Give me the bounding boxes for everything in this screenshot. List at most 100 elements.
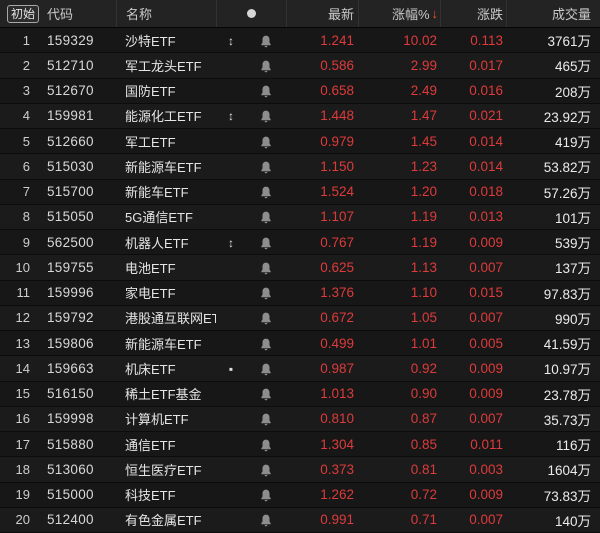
volume: 35.73万: [543, 412, 591, 428]
change-value: 0.011: [470, 436, 503, 452]
table-row[interactable]: 16 159998 计算机ETF 0.810 0.87 0.007 35.73万: [0, 406, 600, 432]
initial-group-button[interactable]: 初始: [7, 4, 40, 23]
header-cell-status[interactable]: [216, 0, 286, 27]
alert-bell-button[interactable]: [246, 33, 286, 48]
header-cell-latest[interactable]: 最新: [286, 0, 358, 27]
alert-bell-button[interactable]: [246, 411, 286, 426]
row-index: 12: [15, 310, 30, 326]
alert-bell-button[interactable]: [246, 361, 286, 376]
bell-icon: [261, 439, 271, 451]
latest-price: 0.979: [320, 133, 354, 149]
row-index: 15: [15, 386, 30, 402]
table-row[interactable]: 12 159792 港股通互联网ETI 0.672 1.05 0.007 990…: [0, 305, 600, 331]
alert-bell-button[interactable]: [246, 209, 286, 224]
alert-bell-button[interactable]: [246, 108, 286, 123]
table-row[interactable]: 9 562500 机器人ETF ↕ 0.767 1.19 0.009 539万: [0, 230, 600, 256]
alert-bell-button[interactable]: [246, 184, 286, 199]
etf-name: 军工ETF: [125, 134, 176, 150]
alert-bell-button[interactable]: [246, 235, 286, 250]
change-percent: 0.71: [410, 512, 437, 528]
latest-price: 0.499: [320, 335, 354, 351]
table-row[interactable]: 5 512660 军工ETF 0.979 1.45 0.014 419万: [0, 129, 600, 155]
row-flag-cell: ↕: [216, 235, 246, 250]
change-header-label: 涨跌: [476, 7, 503, 22]
header-cell-volume[interactable]: 成交量: [506, 0, 600, 27]
row-index: 3: [22, 83, 30, 99]
alert-bell-button[interactable]: [246, 336, 286, 351]
table-row[interactable]: 4 159981 能源化工ETF ↕ 1.448 1.47 0.021 23.9…: [0, 103, 600, 129]
alert-bell-button[interactable]: [246, 83, 286, 98]
table-row[interactable]: 17 515880 通信ETF 1.304 0.85 0.011 116万: [0, 432, 600, 458]
bell-icon: [261, 313, 271, 325]
alert-bell-button[interactable]: [246, 58, 286, 73]
change-value: 0.018: [469, 184, 503, 200]
header-cell-name[interactable]: 名称: [116, 0, 216, 27]
stock-code: 159329: [47, 32, 94, 48]
alert-bell-button[interactable]: [246, 260, 286, 275]
latest-price: 0.987: [320, 360, 354, 376]
volume: 3761万: [547, 34, 591, 50]
etf-name: 恒生医疗ETF: [125, 462, 202, 478]
stock-code: 159792: [47, 310, 94, 326]
table-row[interactable]: 6 515030 新能源车ETF 1.150 1.23 0.014 53.82万: [0, 154, 600, 180]
table-row[interactable]: 20 512400 有色金属ETF 0.991 0.71 0.007 140万: [0, 507, 600, 533]
table-row[interactable]: 19 515000 科技ETF 1.262 0.72 0.009 73.83万: [0, 482, 600, 508]
table-row[interactable]: 3 512670 国防ETF 0.658 2.49 0.016 208万: [0, 78, 600, 104]
alert-bell-button[interactable]: [246, 487, 286, 502]
table-row[interactable]: 8 515050 5G通信ETF 1.107 1.19 0.013 101万: [0, 204, 600, 230]
stock-code: 512400: [47, 512, 94, 528]
change-value: 0.015: [469, 285, 503, 301]
change-percent: 1.45: [410, 133, 437, 149]
table-row[interactable]: 2 512710 军工龙头ETF 0.586 2.99 0.017 465万: [0, 53, 600, 79]
bell-icon: [261, 237, 271, 249]
table-row[interactable]: 11 159996 家电ETF 1.376 1.10 0.015 97.83万: [0, 280, 600, 306]
stock-code: 159998: [47, 411, 94, 427]
table-row[interactable]: 13 159806 新能源车ETF 0.499 1.01 0.005 41.59…: [0, 331, 600, 357]
alert-bell-button[interactable]: [246, 462, 286, 477]
alert-bell-button[interactable]: [246, 134, 286, 149]
row-index: 6: [22, 158, 30, 174]
up-down-arrow-icon: ↕: [228, 33, 234, 48]
stock-code: 515700: [47, 184, 94, 200]
change-percent: 1.01: [410, 335, 437, 351]
change-percent: 10.02: [403, 32, 437, 48]
alert-bell-button[interactable]: [246, 159, 286, 174]
change-value: 0.009: [469, 386, 503, 402]
table-row[interactable]: 7 515700 新能车ETF 1.524 1.20 0.018 57.26万: [0, 179, 600, 205]
latest-price: 1.150: [320, 158, 354, 174]
row-index: 20: [15, 512, 30, 528]
row-index: 1: [22, 32, 30, 48]
bell-icon: [261, 111, 271, 123]
header-cell-change-percent[interactable]: 涨幅% ↓: [358, 0, 440, 27]
alert-bell-button[interactable]: [246, 285, 286, 300]
stock-code: 159806: [47, 335, 94, 351]
table-header: 初始 代码 名称 最新 涨幅% ↓ 涨跌 成交量: [0, 0, 600, 28]
alert-bell-button[interactable]: [246, 437, 286, 452]
table-row[interactable]: 10 159755 电池ETF 0.625 1.13 0.007 137万: [0, 255, 600, 281]
table-row[interactable]: 15 516150 稀土ETF基金 1.013 0.90 0.009 23.78…: [0, 381, 600, 407]
change-value: 0.014: [469, 158, 503, 174]
alert-bell-button[interactable]: [246, 512, 286, 527]
row-index: 14: [15, 360, 30, 376]
alert-bell-button[interactable]: [246, 310, 286, 325]
alert-bell-button[interactable]: [246, 386, 286, 401]
latest-price: 1.376: [320, 285, 354, 301]
bell-icon: [261, 85, 271, 98]
table-row[interactable]: 14 159663 机床ETF ▪ 0.987 0.92 0.009 10.97…: [0, 356, 600, 382]
header-cell-change[interactable]: 涨跌: [440, 0, 506, 27]
header-cell-initial: 初始: [0, 0, 40, 27]
sort-descending-icon: ↓: [431, 6, 439, 21]
volume: 101万: [554, 210, 591, 226]
latest-price: 1.448: [320, 108, 354, 124]
table-row[interactable]: 1 159329 沙特ETF ↕ 1.241 10.02 0.113 3761万: [0, 28, 600, 54]
row-index: 2: [22, 57, 30, 73]
table-row[interactable]: 18 513060 恒生医疗ETF 0.373 0.81 0.003 1604万: [0, 457, 600, 483]
latest-price: 0.810: [320, 411, 354, 427]
change-percent: 2.99: [410, 57, 437, 73]
change-value: 0.007: [469, 259, 503, 275]
stock-code: 159981: [47, 108, 94, 124]
change-value: 0.007: [469, 310, 503, 326]
change-percent: 1.19: [410, 209, 437, 225]
header-cell-code[interactable]: 代码: [40, 0, 116, 27]
change-percent: 0.81: [410, 461, 437, 477]
